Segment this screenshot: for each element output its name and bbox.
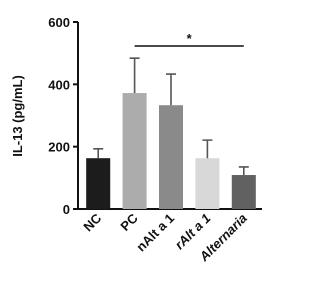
y-tick-label: 200 [48,140,70,155]
error-bar [129,57,140,94]
bar [231,175,256,209]
error-bar [166,73,176,106]
y-tick-label: 0 [63,202,70,217]
significance-mark: * [187,31,193,46]
error-bar [202,139,213,159]
x-tick-label: PC [117,210,141,234]
error-bar [93,148,104,159]
y-tick-label: 400 [48,77,70,92]
y-tick-label: 600 [48,15,70,30]
error-bar [238,166,249,176]
bar [158,105,184,209]
y-axis-label: IL-13 (pg/mL) [10,75,25,157]
bar [86,158,111,209]
x-tick-label: NC [80,210,104,234]
bar [195,158,220,209]
bar [122,93,147,209]
x-tick-label: nAlt a 1 [133,211,177,255]
